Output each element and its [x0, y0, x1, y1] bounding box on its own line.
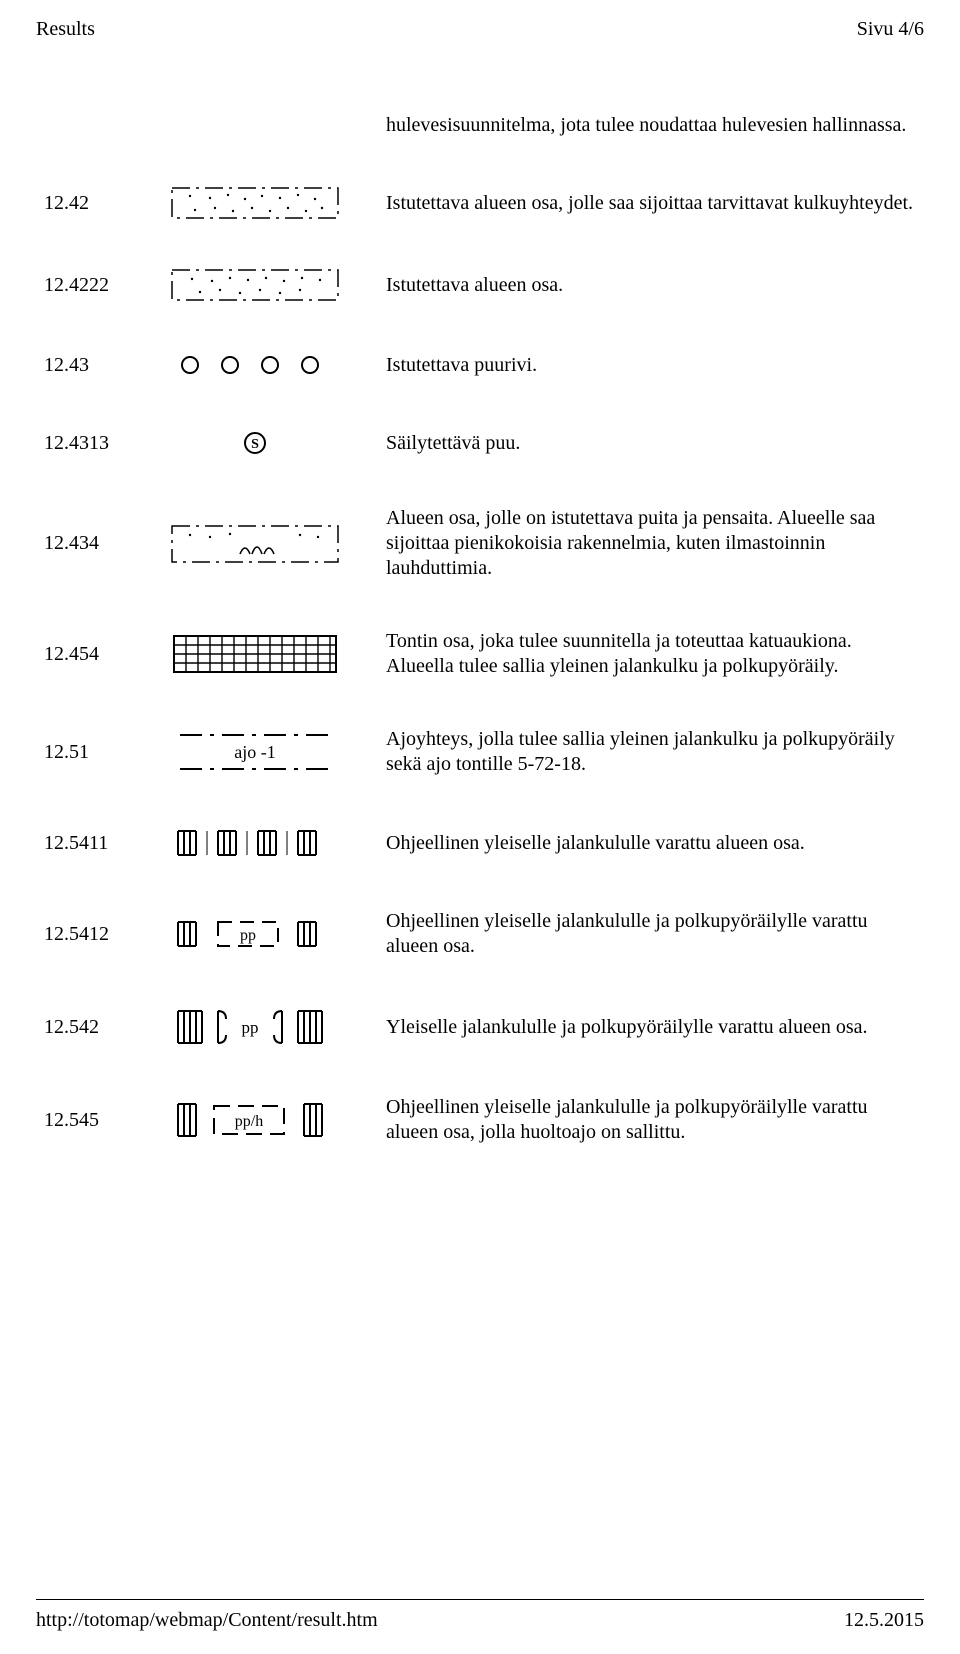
symbol-label: pp	[240, 927, 256, 944]
table-row: 12.43 Istutettava puurivi.	[36, 326, 924, 404]
table-row: 12.42 Istutettava alueen osa, jolle saa …	[36, 162, 924, 244]
desc-cell: hulevesisuunnitelma, jota tulee noudatta…	[378, 89, 924, 162]
table-row: 12.5412 pp Ohjeellinen yleiselle jalank	[36, 885, 924, 983]
code-cell: 12.4313	[36, 404, 162, 482]
legend-table: hulevesisuunnitelma, jota tulee noudatta…	[36, 89, 924, 1169]
symbol-cell	[162, 801, 378, 885]
symbol-cell: pp	[162, 983, 378, 1071]
header-left: Results	[36, 18, 95, 41]
grid-icon	[170, 632, 340, 676]
symbol-cell	[162, 482, 378, 605]
symbol-cell: pp	[162, 885, 378, 983]
table-row: 12.545 pp/h Ohjeellinen yleiselle jalan	[36, 1071, 924, 1169]
symbol-cell	[162, 89, 378, 162]
table-row: 12.4313 S Säilytettävä puu.	[36, 404, 924, 482]
symbol-cell: pp/h	[162, 1071, 378, 1169]
table-row: 12.434 Alueen osa, jolle on istutettava …	[36, 482, 924, 605]
code-cell: 12.434	[36, 482, 162, 605]
map-symbol-icon	[170, 268, 340, 302]
footer-url: http://totomap/webmap/Content/result.htm	[36, 1609, 378, 1632]
access-route-icon: ajo -1	[170, 729, 340, 775]
table-row: 12.542 pp Yleiselle jalankul	[36, 983, 924, 1071]
footer-date: 12.5.2015	[844, 1609, 924, 1632]
desc-cell: Yleiselle jalankululle ja polkupyöräilyl…	[378, 983, 924, 1071]
desc-cell: Ohjeellinen yleiselle jalankululle ja po…	[378, 1071, 924, 1169]
page-footer: http://totomap/webmap/Content/result.htm…	[36, 1609, 924, 1632]
code-cell: 12.51	[36, 703, 162, 801]
table-row: 12.5411	[36, 801, 924, 885]
desc-cell: Tontin osa, joka tulee suunnitella ja to…	[378, 605, 924, 703]
svg-text:S: S	[251, 437, 259, 452]
footer-divider	[36, 1599, 924, 1600]
tree-row-icon	[170, 350, 340, 380]
symbol-cell	[162, 326, 378, 404]
desc-cell: Ohjeellinen yleiselle jalankululle ja po…	[378, 885, 924, 983]
table-row: 12.454 Tontin osa, joka tulee suunnitell…	[36, 605, 924, 703]
header-right: Sivu 4/6	[857, 18, 924, 41]
desc-cell: Alueen osa, jolle on istutettava puita j…	[378, 482, 924, 605]
code-cell: 12.542	[36, 983, 162, 1071]
table-row: hulevesisuunnitelma, jota tulee noudatta…	[36, 89, 924, 162]
desc-cell: Ohjeellinen yleiselle jalankululle varat…	[378, 801, 924, 885]
code-cell	[36, 89, 162, 162]
symbol-label: pp/h	[235, 1113, 263, 1130]
symbol-cell: S	[162, 404, 378, 482]
desc-cell: Istutettava alueen osa, jolle saa sijoit…	[378, 162, 924, 244]
map-symbol-icon	[170, 524, 340, 564]
code-cell: 12.454	[36, 605, 162, 703]
desc-cell: Säilytettävä puu.	[378, 404, 924, 482]
symbol-cell	[162, 162, 378, 244]
pp-service-icon: pp/h	[170, 1100, 340, 1140]
code-cell: 12.43	[36, 326, 162, 404]
code-cell: 12.5411	[36, 801, 162, 885]
desc-cell: Ajoyhteys, jolla tulee sallia yleinen ja…	[378, 703, 924, 801]
code-cell: 12.5412	[36, 885, 162, 983]
desc-cell: Istutettava puurivi.	[378, 326, 924, 404]
pp-area-icon: pp	[170, 916, 340, 952]
table-row: 12.51 ajo -1 Ajoyhteys, jolla tulee sall…	[36, 703, 924, 801]
symbol-label: ajo -1	[234, 742, 275, 762]
code-cell: 12.545	[36, 1071, 162, 1169]
symbol-label: pp	[242, 1018, 259, 1037]
pp-area-solid-icon: pp	[170, 1007, 340, 1047]
pedestrian-area-icon	[170, 825, 340, 861]
page-header: Results Sivu 4/6	[36, 18, 924, 41]
code-cell: 12.4222	[36, 244, 162, 326]
map-symbol-icon	[170, 186, 340, 220]
desc-cell: Istutettava alueen osa.	[378, 244, 924, 326]
protected-tree-icon: S	[170, 428, 340, 458]
symbol-cell	[162, 605, 378, 703]
symbol-cell	[162, 244, 378, 326]
table-row: 12.4222 Istutettava alueen osa.	[36, 244, 924, 326]
code-cell: 12.42	[36, 162, 162, 244]
symbol-cell: ajo -1	[162, 703, 378, 801]
